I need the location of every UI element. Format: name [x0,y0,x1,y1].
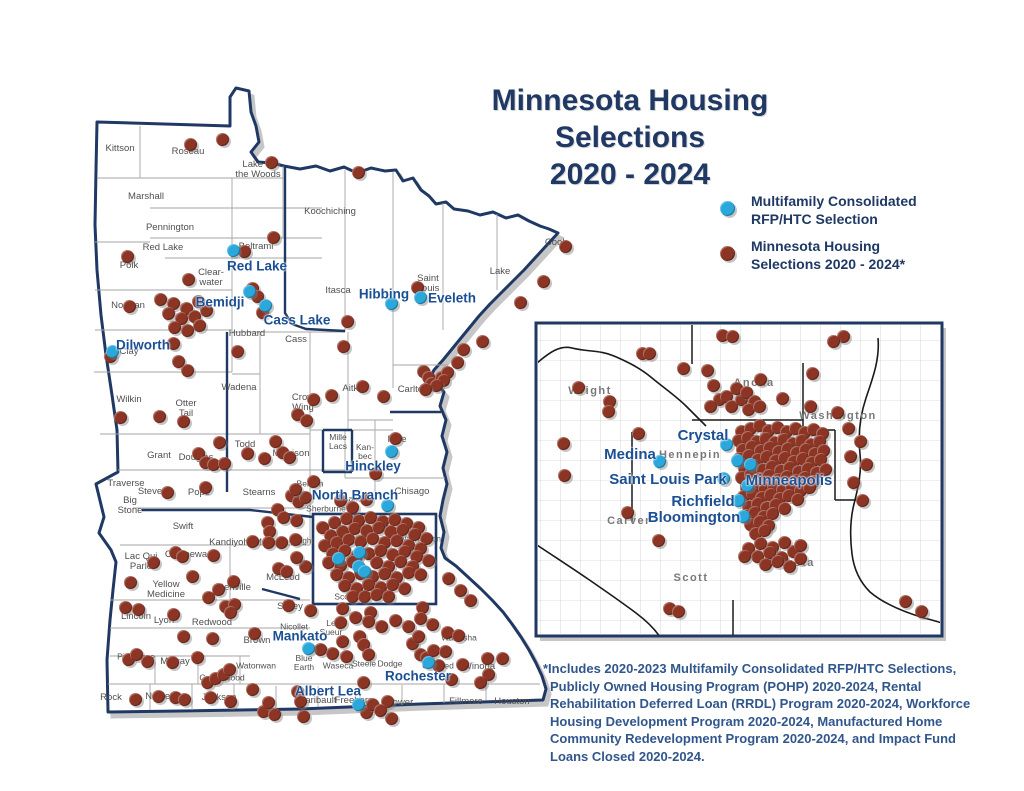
legend-red-dot-icon [720,246,735,261]
page-title: Minnesota Housing Selections 2020 - 2024 [415,82,845,193]
title-line2: 2020 - 2024 [549,158,711,191]
inset-township-grid [538,325,940,635]
title-line1: Minnesota Housing Selections [491,84,769,154]
footnote: *Includes 2020-2023 Multifamily Consolid… [543,661,971,764]
legend-label-mh-selections: Minnesota Housing Selections 2020 - 2024… [751,238,906,272]
legend-blue-dot-icon [720,201,735,216]
legend-label-rfp-htc: Multifamily Consolidated RFP/HTC Selecti… [751,193,917,227]
